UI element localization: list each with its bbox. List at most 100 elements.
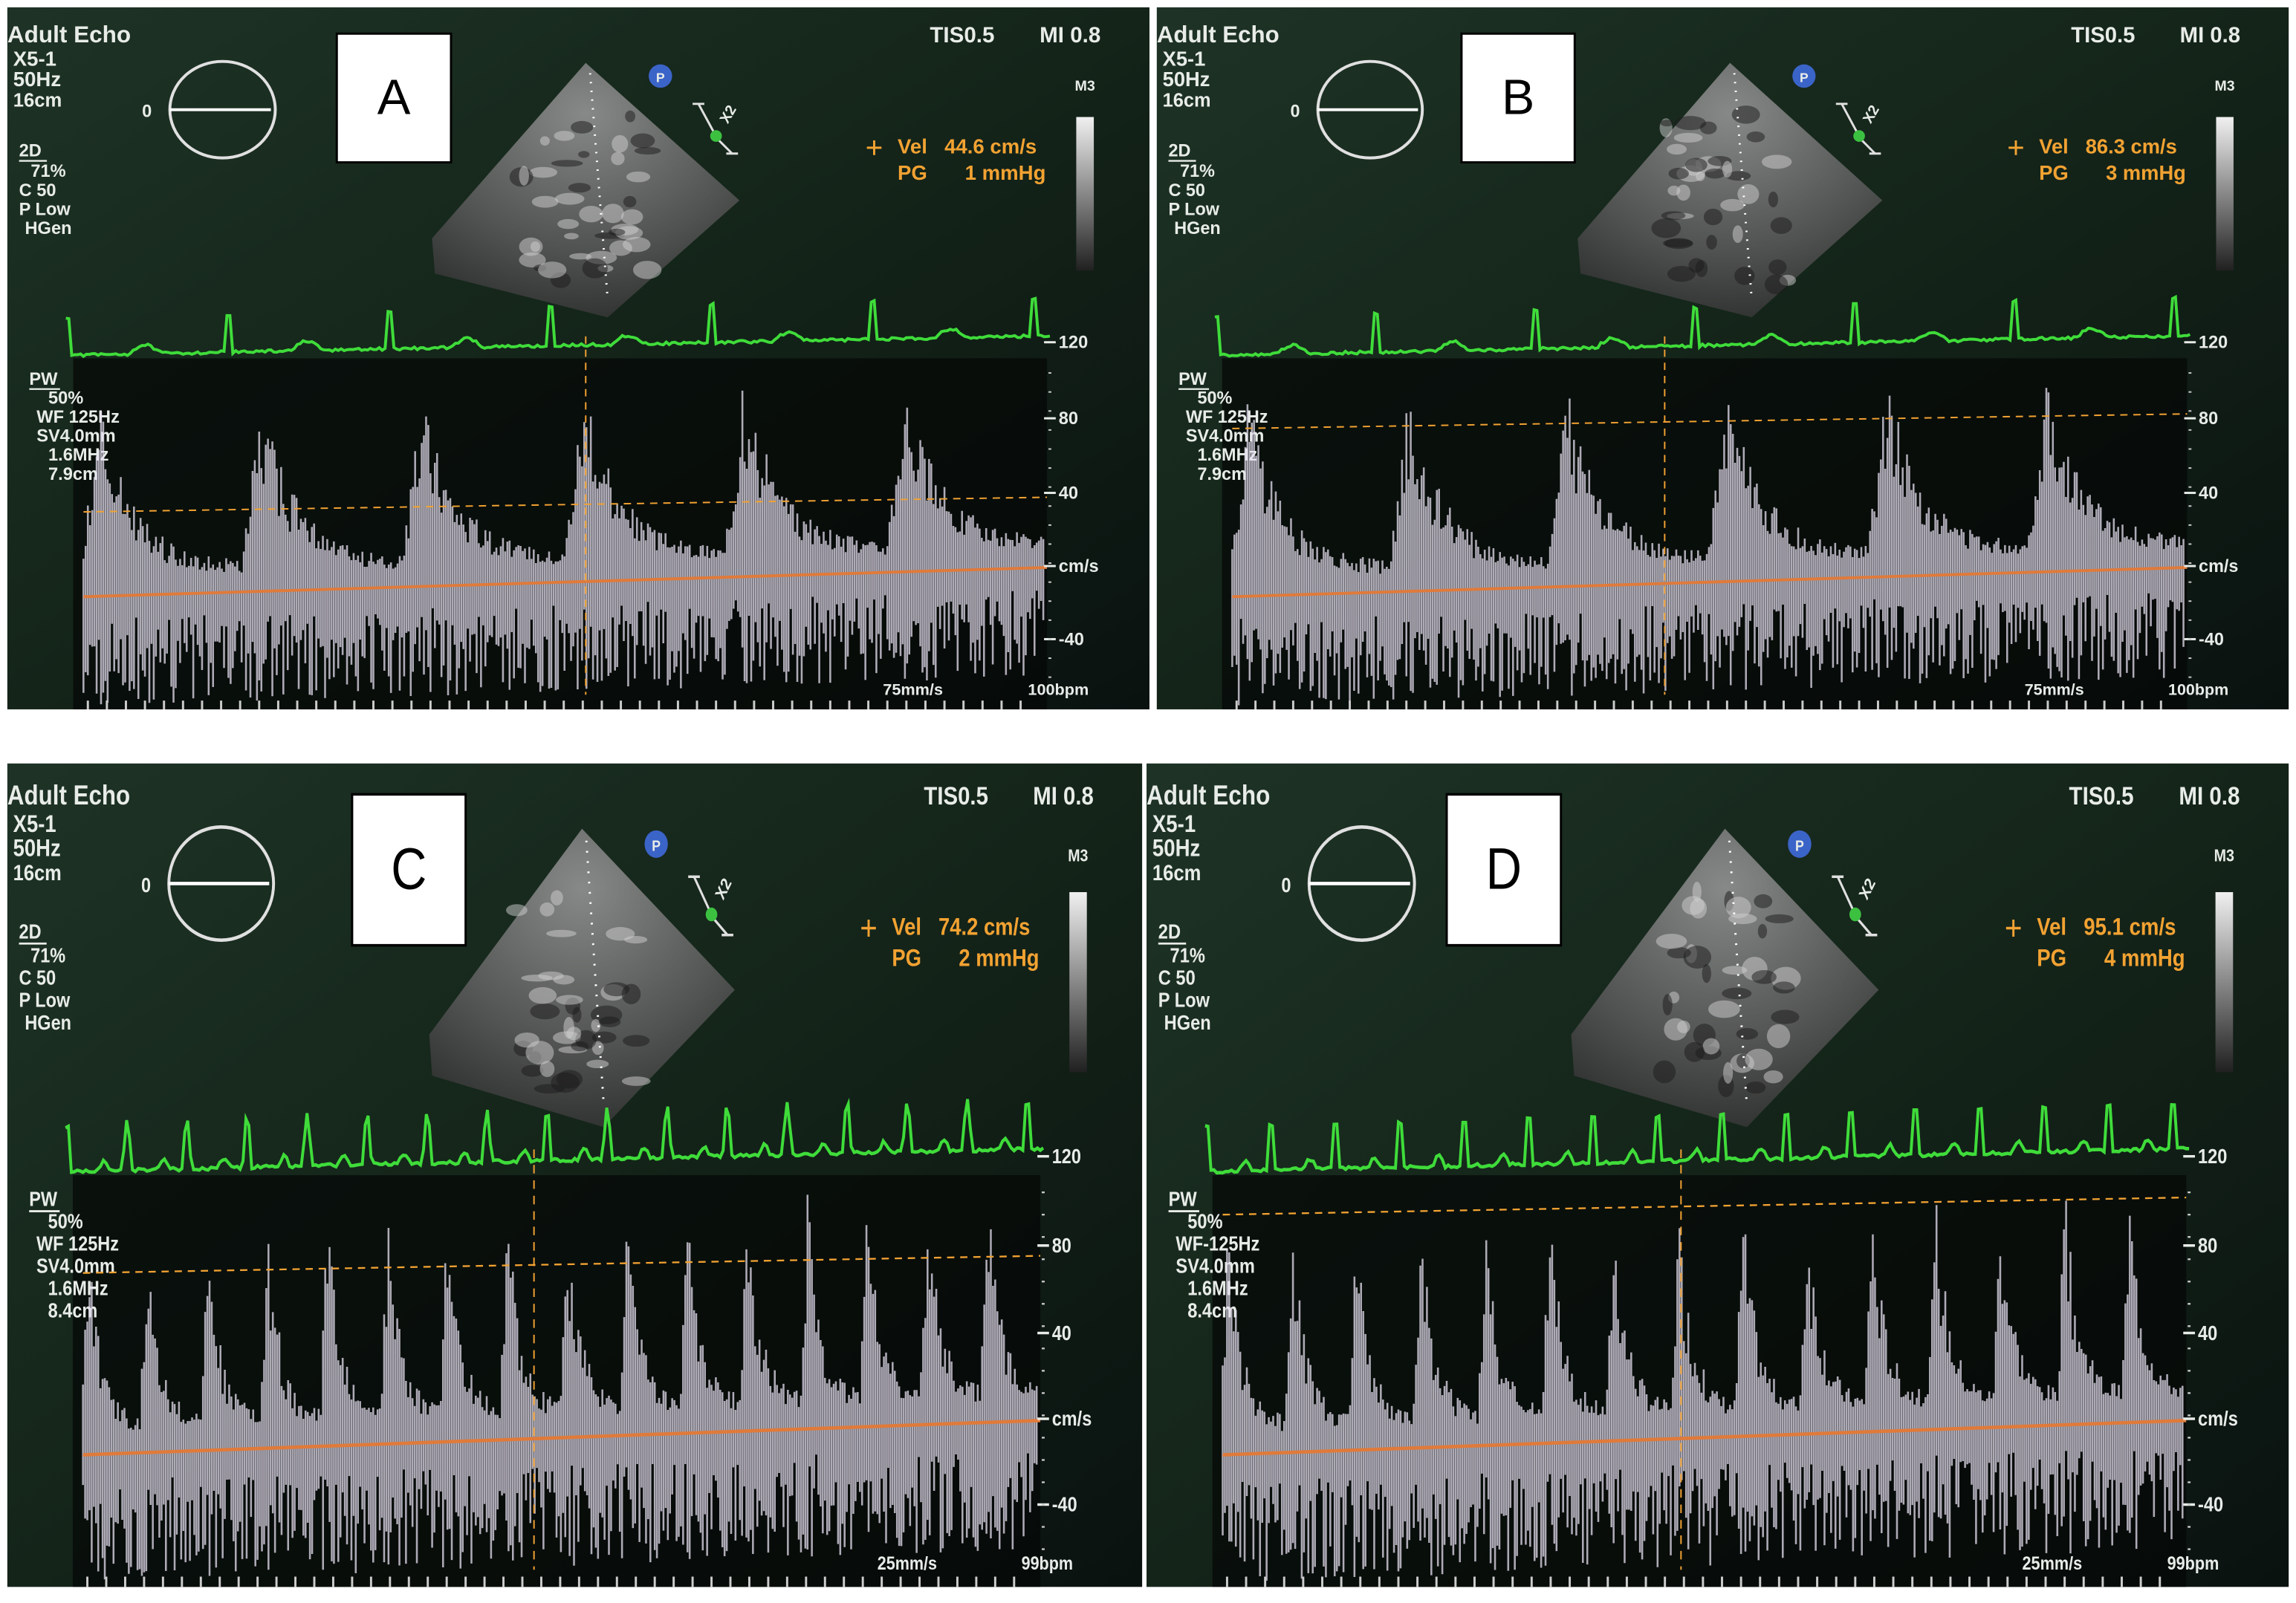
marker-label: P (1795, 838, 1804, 855)
speckle (1662, 238, 1693, 248)
speckle (579, 205, 603, 223)
panel-label-box (351, 793, 467, 947)
speckle (530, 1003, 560, 1020)
speckle (603, 982, 630, 997)
mode-2d-setting: HGen (25, 1012, 71, 1034)
heart-rate: 99bpm (1022, 1553, 1073, 1574)
speckle (1725, 171, 1751, 181)
ecg-trace (65, 296, 1051, 359)
speckle (623, 1035, 650, 1047)
speckle (1771, 1009, 1800, 1024)
cursor-h (83, 496, 1048, 513)
speckle (1662, 994, 1673, 1015)
speckle (539, 1061, 555, 1077)
speckle (586, 1059, 609, 1069)
speckle (1695, 259, 1708, 278)
vel-value: 95.1 cm/s (2083, 914, 2176, 941)
scale-label: -40 (1052, 1494, 1077, 1516)
map: M3 (2214, 846, 2234, 865)
pw-setting: 50% (1198, 388, 1233, 407)
sector-image (429, 828, 735, 1128)
gray-map (2215, 892, 2234, 1073)
scale-label: 40 (1059, 484, 1078, 503)
speckle (1667, 265, 1696, 282)
speckle (624, 935, 648, 944)
speckle (1734, 267, 1755, 285)
scale-label: 80 (1059, 409, 1078, 429)
speckle (1725, 897, 1751, 919)
mode-2d-setting: HGen (1164, 1012, 1211, 1034)
speckle (1723, 1061, 1734, 1084)
scale-label: 120 (1052, 1145, 1081, 1168)
pg-label: PG (892, 945, 921, 972)
cursor-h (1232, 413, 2188, 429)
speckle (1766, 1024, 1791, 1049)
pg-value: 1 mmHg (965, 161, 1046, 184)
speckle (621, 1076, 651, 1086)
speckle (571, 120, 594, 134)
scale-label: -40 (1059, 630, 1084, 649)
speckle (506, 904, 528, 917)
cursor-icon (2005, 919, 2021, 937)
speckle (566, 1027, 582, 1041)
speckle (557, 218, 580, 230)
speckle (626, 171, 651, 183)
pw-setting: WF 125Hz (36, 408, 120, 427)
speckle (612, 134, 629, 153)
speckle (1737, 184, 1760, 204)
mi: MI 0.8 (2180, 23, 2240, 48)
speckle (1684, 1041, 1705, 1062)
pw-setting: 50% (48, 388, 83, 408)
speckle (1692, 881, 1702, 903)
pg-value: 2 mmHg (959, 945, 1039, 972)
scale-label: cm/s (1052, 1408, 1092, 1431)
speckle (528, 986, 557, 1004)
cursor-icon (2008, 140, 2023, 155)
mode-2d-setting: 71% (1170, 945, 1205, 967)
speckle (1660, 120, 1674, 127)
speckle (519, 166, 529, 186)
heart-rate: 100bpm (2168, 680, 2228, 698)
speckle (539, 136, 550, 146)
speckle (1732, 225, 1743, 244)
pg-value: 3 mmHg (2106, 161, 2186, 184)
marker-label: P (652, 838, 661, 855)
speckle (1751, 969, 1777, 984)
speckle (1722, 987, 1752, 1000)
pg-label: PG (2037, 945, 2066, 972)
pw-setting: WF 125Hz (36, 1233, 119, 1255)
mode-2d-setting: 2D (19, 142, 42, 161)
probe: X5-1 (1152, 811, 1196, 838)
tis: TIS0.5 (930, 23, 994, 48)
marker-label: P (656, 70, 665, 85)
speckle (546, 929, 577, 937)
pw-setting: WF 125Hz (1186, 407, 1268, 426)
speckle (1673, 132, 1703, 143)
speckle (608, 228, 626, 236)
speckle (611, 152, 625, 166)
speckle (1757, 923, 1768, 939)
frame-rate: 50Hz (1152, 836, 1200, 862)
gate-icon (1849, 907, 1861, 922)
angle: 0 (1281, 874, 1291, 897)
panel-label-box (1460, 32, 1576, 164)
speckle (1702, 1038, 1720, 1055)
pg-label: PG (898, 161, 927, 184)
speckle (623, 195, 637, 208)
depth: 16cm (13, 860, 62, 885)
title: Adult Echo (7, 781, 130, 811)
speckle (519, 252, 546, 268)
speckle (568, 183, 591, 193)
speckle (1703, 208, 1723, 226)
title: Adult Echo (1157, 22, 1280, 48)
speckle (534, 1084, 565, 1094)
panel-label: C (391, 836, 427, 901)
pw-setting: 1.6MHz (48, 1278, 108, 1300)
speckle (591, 1018, 601, 1033)
map: M3 (1068, 846, 1088, 865)
mode-2d-setting: 71% (1180, 161, 1215, 181)
probe: X5-1 (1163, 48, 1206, 71)
scale-label: cm/s (2199, 556, 2238, 576)
